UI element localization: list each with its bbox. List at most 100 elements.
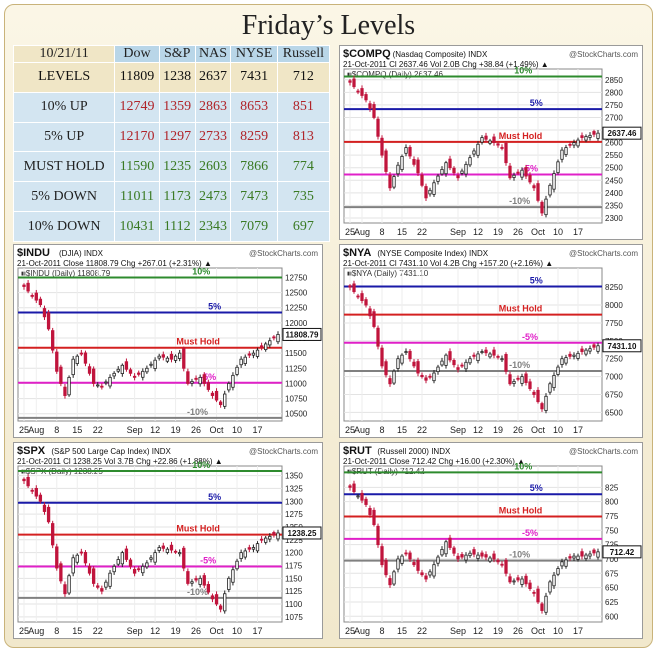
x-tick-label: 17 bbox=[573, 425, 583, 435]
x-tick-label: 10 bbox=[553, 425, 563, 435]
x-tick-label: 17 bbox=[573, 626, 583, 636]
candle bbox=[560, 358, 564, 365]
plot-area bbox=[17, 465, 283, 623]
candle bbox=[112, 565, 116, 573]
candle bbox=[564, 357, 568, 364]
x-tick-label: 22 bbox=[93, 425, 103, 435]
y-tick-label: 11250 bbox=[285, 364, 307, 373]
candle bbox=[540, 201, 544, 214]
candle bbox=[496, 559, 500, 563]
candle bbox=[572, 354, 576, 357]
candle bbox=[356, 90, 360, 93]
candle bbox=[218, 401, 223, 406]
chart-info: 21-Oct-2011 Cl 7431.10 Vol 4.2B Chg +157… bbox=[343, 259, 553, 268]
x-tick-label: 17 bbox=[253, 626, 263, 636]
level-label-up10: 10% bbox=[192, 266, 210, 276]
x-tick-label: 19 bbox=[171, 425, 181, 435]
candle bbox=[540, 403, 544, 410]
chart-name: (Nasdaq Composite) INDX bbox=[393, 50, 488, 59]
candle bbox=[428, 571, 432, 576]
candle bbox=[169, 353, 174, 360]
candle bbox=[572, 555, 576, 559]
candle bbox=[472, 354, 476, 357]
level-label-hold: Must Hold bbox=[499, 131, 543, 141]
cell-sp: 1238 bbox=[158, 62, 196, 93]
candle bbox=[112, 372, 116, 377]
row-label: 5% DOWN bbox=[12, 181, 116, 213]
chart-svg: $INDU (DJIA) INDX @StockCharts.com 21-Oct-2… bbox=[17, 247, 322, 435]
candle bbox=[120, 552, 124, 565]
candle bbox=[584, 554, 588, 560]
x-tick-label: 10 bbox=[232, 626, 242, 636]
candle bbox=[348, 285, 352, 288]
last-price-label: 712.42 bbox=[610, 548, 635, 557]
last-price-label: 2637.46 bbox=[608, 129, 637, 138]
candle bbox=[528, 381, 532, 389]
candle bbox=[190, 381, 194, 384]
candle bbox=[276, 334, 280, 343]
candle bbox=[416, 559, 420, 571]
y-tick-label: 2450 bbox=[605, 176, 623, 185]
candle bbox=[420, 174, 424, 186]
candle bbox=[356, 495, 360, 498]
candle bbox=[556, 366, 560, 375]
y-tick-label: 7250 bbox=[605, 355, 623, 364]
candle bbox=[564, 559, 568, 567]
candle bbox=[512, 580, 516, 583]
candle bbox=[388, 174, 392, 189]
candle bbox=[504, 559, 508, 574]
y-tick-label: 8000 bbox=[605, 301, 623, 310]
candle bbox=[436, 366, 440, 373]
cell-nyse: 7473 bbox=[230, 181, 278, 213]
candle bbox=[87, 566, 92, 574]
cell-russell: 735 bbox=[276, 181, 331, 213]
candle bbox=[496, 355, 500, 358]
chart-symbol: $COMPQ bbox=[343, 48, 391, 60]
candle bbox=[396, 358, 400, 369]
candle bbox=[392, 571, 396, 585]
candle bbox=[500, 563, 504, 566]
cell-dow: 10431 bbox=[114, 211, 160, 242]
candle bbox=[364, 94, 368, 101]
chart-rut: $RUT (Russell 2000) INDX @StockCharts.com 2… bbox=[339, 442, 643, 639]
chart-compq: $COMPQ (Nasdaq Composite) INDX @StockChart… bbox=[339, 45, 643, 240]
x-tick-label: 8 bbox=[379, 626, 384, 636]
chart-info: 21-Oct-2011 Close 11808.79 Chg +267.01 (… bbox=[17, 259, 212, 268]
last-price-label: 7431.10 bbox=[608, 342, 637, 351]
level-label-down5: -5% bbox=[200, 372, 216, 382]
candle bbox=[408, 350, 412, 360]
candle bbox=[380, 347, 384, 367]
x-tick-label: Aug bbox=[28, 425, 44, 435]
candle bbox=[255, 543, 260, 552]
candle bbox=[268, 340, 272, 346]
plot-area bbox=[343, 68, 603, 224]
candle bbox=[243, 356, 247, 364]
chart-nya: $NYA (NYSE Composite Index) INDX @StockCha… bbox=[339, 244, 643, 438]
candle bbox=[404, 351, 408, 353]
candle bbox=[108, 376, 112, 387]
candle bbox=[536, 389, 540, 403]
candle bbox=[100, 385, 104, 388]
x-tick-label: 10 bbox=[553, 227, 563, 237]
chart-legend: ■$INDU (Daily) 11808.79 bbox=[21, 269, 111, 278]
candle bbox=[548, 581, 552, 593]
x-tick-label: Aug bbox=[354, 425, 370, 435]
candle bbox=[259, 345, 264, 348]
levels-table: 10/21/11 Dow S&P NAS NYSE Russell LEVELS… bbox=[12, 45, 331, 242]
chart-svg: $SPX (S&P 500 Large Cap Index) INDX @Stock… bbox=[17, 445, 322, 636]
y-tick-label: 800 bbox=[605, 498, 619, 507]
candle bbox=[202, 374, 206, 384]
candle bbox=[124, 548, 129, 560]
last-price-box bbox=[602, 126, 642, 140]
row-label: 5% UP bbox=[12, 121, 116, 153]
cell-russell: 712 bbox=[276, 62, 331, 93]
candle bbox=[145, 562, 149, 568]
cell-russell: 697 bbox=[276, 211, 331, 242]
candle bbox=[576, 352, 580, 359]
candle bbox=[83, 352, 88, 364]
x-tick-label: 25 bbox=[19, 425, 29, 435]
candle bbox=[396, 164, 400, 175]
levels-table-row: LEVELS 11809 1238 2637 7431 712 bbox=[12, 62, 331, 93]
level-label-up5: 5% bbox=[530, 98, 543, 108]
chart-legend: ■$COMPQ (Daily) 2637.46 bbox=[347, 70, 444, 79]
